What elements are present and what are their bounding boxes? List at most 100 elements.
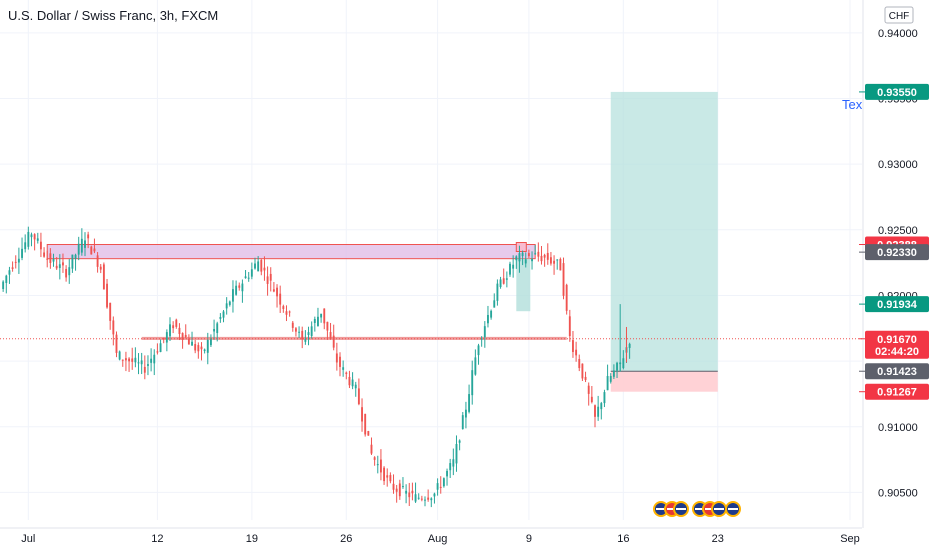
economic-events[interactable]: [653, 501, 741, 517]
candle-body: [55, 265, 58, 269]
candle-body: [452, 459, 455, 467]
candle-47: [147, 355, 149, 376]
candle-191: [600, 401, 603, 420]
candle-body: [386, 475, 389, 478]
price-tick-label: 0.91000: [878, 422, 918, 434]
candle-129: [405, 484, 408, 504]
candle-114: [357, 378, 360, 406]
candle-body: [247, 277, 250, 279]
candle-body: [121, 359, 124, 361]
candle-157: [493, 293, 496, 308]
candle-body: [128, 358, 131, 362]
price-tag-bg: [865, 363, 929, 380]
supply-zone-box: [46, 244, 536, 260]
candle-178: [559, 257, 562, 271]
candle-body: [464, 409, 467, 418]
candle-52: [162, 337, 165, 344]
candle-136: [427, 489, 430, 502]
candle-93: [291, 320, 294, 332]
candle-body: [515, 256, 518, 261]
candle-body: [175, 319, 178, 327]
candle-46: [143, 355, 146, 380]
candle-176: [553, 255, 556, 275]
candle-body: [112, 320, 115, 335]
candle-body: [52, 259, 55, 262]
candle-body: [414, 494, 417, 502]
candle-body: [124, 358, 127, 361]
candle-body: [590, 396, 593, 403]
grid: [0, 0, 862, 520]
candle-39: [121, 359, 124, 367]
candle-188: [590, 386, 593, 404]
candle-body: [2, 281, 5, 290]
candle-4: [11, 261, 14, 272]
candle-body: [395, 488, 398, 492]
candle-body: [263, 267, 266, 271]
candle-34: [106, 278, 108, 309]
candle-body: [572, 340, 574, 353]
candle-body: [203, 349, 206, 351]
candle-75: [235, 280, 238, 296]
candle-155: [487, 305, 489, 328]
candle-50: [156, 343, 159, 355]
candle-body: [584, 376, 587, 380]
candle-body: [499, 279, 502, 288]
candle-body: [109, 302, 112, 321]
candle-body: [238, 285, 241, 288]
candle-body: [235, 285, 238, 295]
candle-body: [480, 338, 483, 340]
candle-body: [493, 300, 496, 308]
candle-124: [389, 472, 392, 484]
candle-body: [310, 326, 313, 336]
candle-body: [455, 444, 458, 464]
currency-label: CHF: [889, 11, 910, 22]
candle-body: [600, 403, 603, 410]
candle-body: [543, 254, 546, 258]
candle-body: [162, 338, 165, 340]
candle-63: [197, 342, 200, 359]
flag-stripe: [656, 508, 666, 510]
candle-49: [153, 349, 156, 376]
candle-body: [115, 334, 118, 353]
drawings[interactable]: [46, 91, 718, 392]
candle-130: [408, 482, 411, 507]
candle-body: [27, 231, 30, 247]
candle-body: [534, 253, 537, 255]
candle-185: [581, 363, 584, 381]
candle-171: [537, 242, 540, 262]
candle-42: [131, 347, 134, 370]
candle-95: [298, 326, 301, 338]
candle-27: [84, 232, 86, 257]
price-axis[interactable]: 0.905000.910000.920000.925000.930000.935…: [862, 0, 918, 528]
time-axis[interactable]: Jul 12 19 26 Aug 9 16 23 Sep: [0, 527, 862, 545]
mini-position-box: [516, 258, 531, 312]
candle-198: [622, 350, 625, 370]
candle-body: [147, 364, 149, 366]
candle-body: [39, 241, 42, 250]
candle-125: [392, 474, 395, 494]
price-tag-2: 0.92330: [859, 244, 929, 261]
candle-85: [266, 266, 269, 296]
candle-67: [209, 334, 212, 347]
candle-15: [46, 250, 49, 268]
price-tick-label: 0.93000: [878, 159, 918, 171]
candle-122: [383, 466, 386, 485]
candle-body: [14, 261, 17, 263]
candle-body: [509, 263, 511, 275]
candle-body: [402, 486, 404, 488]
candle-5: [14, 255, 17, 269]
candle-body: [540, 255, 543, 262]
candle-152: [477, 343, 480, 365]
candle-41: [128, 357, 131, 372]
candle-body: [307, 332, 310, 336]
currency-badge[interactable]: CHF: [884, 6, 914, 24]
us-flag-icon: [711, 501, 727, 517]
candle-181: [568, 309, 571, 342]
candle-body: [156, 351, 159, 353]
candle-body: [241, 283, 244, 292]
candle-body: [222, 311, 225, 318]
candle-40: [124, 351, 127, 372]
candle-body: [446, 470, 448, 477]
candle-194: [609, 373, 612, 384]
